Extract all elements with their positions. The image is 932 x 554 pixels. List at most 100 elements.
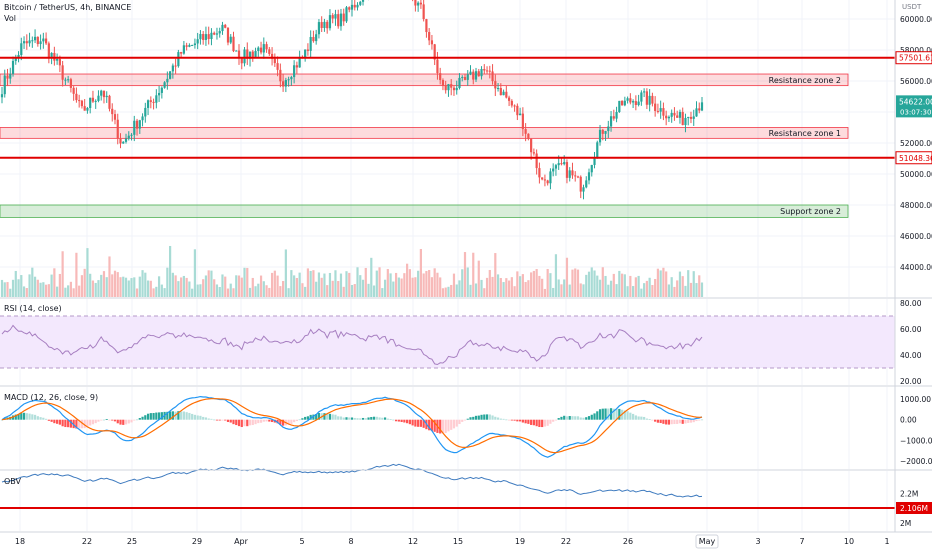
candle-body xyxy=(61,65,64,80)
macd-histogram-bar xyxy=(513,419,516,421)
time-axis[interactable]: 18 22 25 29 Apr 5 8 12 15 19 22 26 May 3 7 10 1 xyxy=(15,534,890,549)
macd-histogram-bar xyxy=(502,418,505,420)
macd-histogram-bar xyxy=(359,418,362,420)
candle-body xyxy=(127,135,130,139)
macd-histogram-bar xyxy=(519,419,522,422)
macd-histogram-bar xyxy=(72,419,75,429)
volume-bar xyxy=(28,274,31,297)
candle-body xyxy=(452,87,456,91)
volume-bar xyxy=(507,280,511,297)
candle-body xyxy=(480,69,483,77)
macd-histogram-bar xyxy=(623,410,626,420)
macd-histogram-bar xyxy=(287,419,290,425)
macd-histogram-bar xyxy=(213,419,216,421)
candle-body xyxy=(356,4,359,8)
candle-body xyxy=(124,138,128,142)
time-tick-label: 18 xyxy=(15,537,25,546)
volume-bar xyxy=(309,270,312,297)
volume-bar xyxy=(83,268,86,297)
level-lines xyxy=(0,56,895,159)
volume-bar xyxy=(210,270,213,297)
candle-body xyxy=(50,52,53,58)
price-axis[interactable]: USDT60000.0058000.0056000.0054000.005200… xyxy=(895,3,932,528)
candle-body xyxy=(174,65,177,67)
macd-histogram-bar xyxy=(670,419,673,425)
candle-body xyxy=(598,129,602,143)
candle-body xyxy=(287,79,290,81)
macd-histogram-bar xyxy=(248,419,252,426)
candle-body xyxy=(463,77,467,80)
candle-body xyxy=(587,172,591,181)
macd-histogram-bar xyxy=(590,414,593,420)
candle-body xyxy=(353,4,356,8)
volume-bar xyxy=(257,283,260,297)
time-tick-label: May xyxy=(699,537,716,546)
macd-histogram-bar xyxy=(656,419,660,423)
macd-histogram-bar xyxy=(469,417,472,420)
macd-histogram-bar xyxy=(67,419,70,428)
volume-bar xyxy=(290,270,293,297)
candle-body xyxy=(130,134,133,136)
macd-histogram-bar xyxy=(254,419,257,425)
macd-histogram-bar xyxy=(458,419,461,425)
volume-bar xyxy=(659,270,662,297)
macd-histogram-bar xyxy=(598,409,602,420)
macd-histogram-bar xyxy=(414,419,417,427)
macd-histogram-bar xyxy=(643,416,646,420)
macd-histogram-bar xyxy=(645,418,648,420)
candle-body xyxy=(86,107,89,111)
time-tick-label: 5 xyxy=(299,537,304,546)
macd-pane[interactable] xyxy=(0,395,704,458)
macd-histogram-bar xyxy=(667,419,671,425)
volume-bar xyxy=(240,277,243,297)
candle-body xyxy=(700,102,704,111)
rsi-pane[interactable] xyxy=(0,315,895,369)
candle-body xyxy=(596,142,599,159)
candle-body xyxy=(342,13,345,22)
macd-histogram-bar xyxy=(237,419,241,427)
volume-bar xyxy=(485,277,489,297)
volume-bar xyxy=(42,282,45,297)
macd-histogram-bar xyxy=(42,417,45,420)
candle-body xyxy=(579,176,582,192)
macd-histogram-bar xyxy=(61,419,64,427)
candle-body xyxy=(323,21,326,28)
macd-histogram-bar xyxy=(532,419,535,426)
candle-body xyxy=(629,98,632,103)
volume-bar xyxy=(171,272,174,297)
candle-body xyxy=(681,111,684,126)
candle-body xyxy=(626,98,629,101)
volume-bar xyxy=(488,269,491,297)
macd-histogram-bar xyxy=(337,416,340,420)
candle-body xyxy=(262,44,265,53)
volume-bar xyxy=(146,280,150,297)
candle-body xyxy=(295,65,298,68)
macd-histogram-bar xyxy=(640,416,643,420)
macd-histogram-bar xyxy=(587,416,591,420)
candle-body xyxy=(290,77,293,80)
volume-bar xyxy=(623,274,626,297)
obv-pane[interactable] xyxy=(0,463,895,509)
candle-body xyxy=(414,0,417,6)
candle-body xyxy=(444,85,447,91)
candle-body xyxy=(229,36,232,43)
candle-body xyxy=(328,15,332,29)
volume-bar xyxy=(430,277,434,297)
volume-bar xyxy=(69,281,72,297)
volume-bar xyxy=(94,282,97,297)
macd-histogram-bar xyxy=(422,419,425,428)
macd-histogram-bar xyxy=(86,419,89,428)
macd-histogram-bar xyxy=(315,414,318,420)
candle-body xyxy=(505,91,508,98)
macd-histogram-bar xyxy=(202,416,205,420)
candle-body xyxy=(521,113,524,130)
candle-body xyxy=(428,32,431,41)
volume-bar xyxy=(348,272,351,297)
candle-body xyxy=(58,59,61,66)
candle-body xyxy=(22,41,26,44)
volume-bar xyxy=(75,252,78,297)
volume-bar xyxy=(144,272,147,297)
candle-body xyxy=(0,94,4,98)
candle-body xyxy=(248,51,252,59)
macd-histogram-bar xyxy=(417,419,420,427)
